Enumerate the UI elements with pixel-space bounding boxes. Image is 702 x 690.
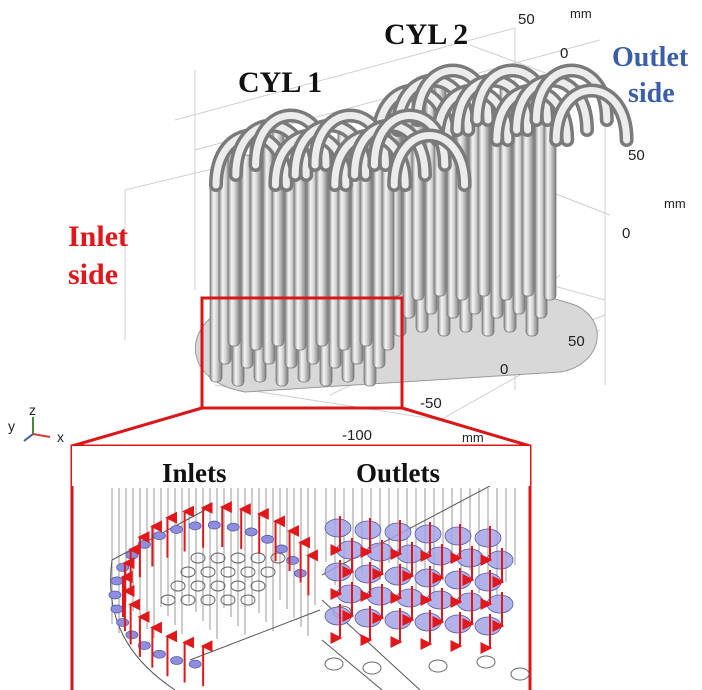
outlets-label: Outlets <box>356 458 440 488</box>
pipe-hole <box>250 580 266 592</box>
z-right-tick-50: 50 <box>628 147 645 164</box>
outlets-inset <box>321 469 530 690</box>
pipe-hole <box>250 552 266 564</box>
z-top-tick-0: 0 <box>560 45 568 62</box>
z-right-unit: mm <box>664 196 686 211</box>
pipe-hole <box>230 580 246 592</box>
z-top-tick-50: 50 <box>518 11 535 28</box>
inlets-label: Inlets <box>162 458 227 488</box>
pipe-hole <box>240 566 256 578</box>
inlet-port <box>275 544 288 554</box>
inlet-port <box>125 550 139 560</box>
cyl1-label: CYL 1 <box>238 66 322 99</box>
x-tick-minus-100: -100 <box>342 427 372 444</box>
zoom-source-frame <box>200 296 404 410</box>
axis-triad: y z x <box>8 402 64 445</box>
z-top-unit: mm <box>570 6 592 21</box>
outlet-port <box>444 570 472 590</box>
z-right-tick-0: 0 <box>622 225 630 242</box>
pipe-hole <box>190 580 206 592</box>
pipe-hole <box>200 566 216 578</box>
cyl2-pipe-bend-highlight <box>552 87 631 144</box>
inlet-port <box>244 527 258 537</box>
inlet-port <box>137 641 151 650</box>
inlet-port <box>261 534 274 544</box>
inlet-port <box>116 618 130 627</box>
outlet-port <box>444 526 472 546</box>
inlet-port <box>110 604 124 614</box>
inlet-side-label-line1: Inlet <box>68 220 128 253</box>
pipe-hole <box>220 566 236 578</box>
outlet-port <box>474 616 502 636</box>
outlet-port <box>354 564 382 584</box>
outlet-side-label-line1: Outlet <box>612 42 689 73</box>
pipe-hole <box>210 580 226 592</box>
y-tick-50: 50 <box>568 333 585 350</box>
triad-z-label: z <box>29 402 36 418</box>
inlet-port <box>207 520 221 530</box>
pipe-hole <box>240 594 256 606</box>
outlet-port <box>474 572 502 592</box>
inlet-port <box>153 649 166 659</box>
outlet-port <box>414 612 442 632</box>
outlet-port <box>414 524 442 544</box>
pipe-hole <box>160 594 176 606</box>
pipe-hole <box>260 566 276 578</box>
outlet-port <box>354 608 382 628</box>
outlet-side-label-line2: side <box>628 78 675 109</box>
triad-y-label: y <box>8 418 15 434</box>
outlet-port <box>384 610 412 630</box>
inlet-port <box>188 521 202 531</box>
cyl2-label: CYL 2 <box>384 18 468 51</box>
inlet-port <box>170 525 184 534</box>
outlet-port <box>444 614 472 634</box>
inlets-inset <box>108 488 321 690</box>
outlet-port <box>354 520 382 540</box>
x-unit: mm <box>462 430 484 445</box>
inlet-port <box>108 590 122 600</box>
cyl1-pipe-bend-highlight <box>390 132 469 189</box>
pipe-hole <box>510 667 530 681</box>
pipe-hole <box>180 594 196 606</box>
inlet-side-label-line2: side <box>68 258 118 291</box>
inlet-port <box>170 656 184 665</box>
pipe-hole <box>270 552 286 564</box>
triad-x-label: x <box>57 429 64 445</box>
y-tick-0: 0 <box>500 361 508 378</box>
pipe-hole <box>324 657 344 671</box>
pipe-hole <box>210 552 226 564</box>
inlet-port <box>226 522 240 532</box>
pipe-hole <box>428 659 448 673</box>
outlet-port <box>324 518 352 538</box>
outlet-port <box>324 606 352 626</box>
inlet-port <box>153 531 166 541</box>
pipe-hole <box>220 594 236 606</box>
pipe-hole <box>170 580 186 592</box>
outlet-port <box>474 528 502 548</box>
pipe-hole <box>362 661 382 675</box>
pipe-hole <box>190 552 206 564</box>
pipe-hole <box>200 594 216 606</box>
inlet-port <box>116 563 130 572</box>
y-tick-minus-50: -50 <box>420 395 442 412</box>
inlet-port <box>125 630 139 640</box>
outlet-port <box>324 562 352 582</box>
outlet-port <box>414 568 442 588</box>
inlet-port <box>188 659 202 669</box>
outlet-port <box>384 566 412 586</box>
inlet-port <box>110 576 124 586</box>
pipe-hole <box>180 566 196 578</box>
outlet-port <box>384 522 412 542</box>
pipe-hole <box>230 552 246 564</box>
inlet-port <box>286 556 300 565</box>
pipe-hole <box>476 655 496 669</box>
